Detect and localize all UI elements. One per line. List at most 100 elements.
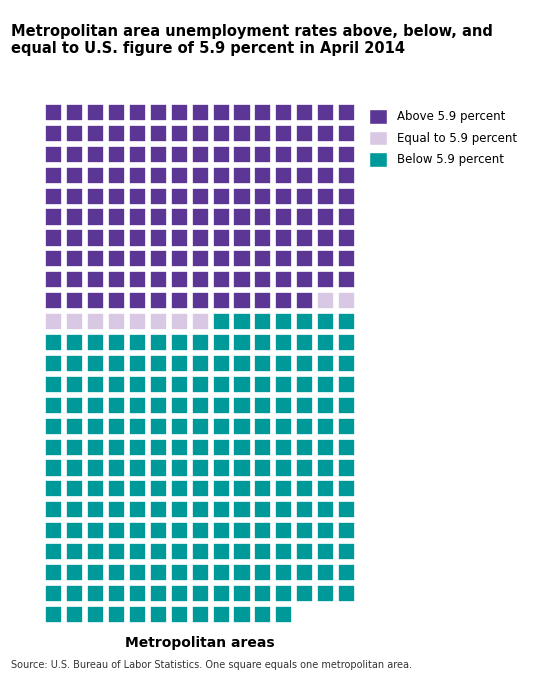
FancyBboxPatch shape bbox=[150, 188, 167, 205]
FancyBboxPatch shape bbox=[170, 125, 188, 142]
FancyBboxPatch shape bbox=[129, 188, 146, 205]
FancyBboxPatch shape bbox=[296, 439, 313, 456]
FancyBboxPatch shape bbox=[338, 209, 355, 225]
FancyBboxPatch shape bbox=[66, 313, 83, 330]
FancyBboxPatch shape bbox=[45, 543, 62, 560]
FancyBboxPatch shape bbox=[45, 417, 62, 435]
FancyBboxPatch shape bbox=[129, 564, 146, 581]
FancyBboxPatch shape bbox=[45, 481, 62, 497]
FancyBboxPatch shape bbox=[213, 606, 230, 623]
FancyBboxPatch shape bbox=[296, 334, 313, 351]
FancyBboxPatch shape bbox=[338, 146, 355, 163]
FancyBboxPatch shape bbox=[233, 188, 250, 205]
FancyBboxPatch shape bbox=[338, 417, 355, 435]
FancyBboxPatch shape bbox=[170, 417, 188, 435]
FancyBboxPatch shape bbox=[45, 167, 62, 184]
FancyBboxPatch shape bbox=[45, 229, 62, 246]
FancyBboxPatch shape bbox=[66, 606, 83, 623]
FancyBboxPatch shape bbox=[108, 334, 125, 351]
FancyBboxPatch shape bbox=[170, 313, 188, 330]
FancyBboxPatch shape bbox=[296, 585, 313, 602]
FancyBboxPatch shape bbox=[233, 334, 250, 351]
FancyBboxPatch shape bbox=[317, 188, 334, 205]
FancyBboxPatch shape bbox=[233, 313, 250, 330]
FancyBboxPatch shape bbox=[338, 167, 355, 184]
FancyBboxPatch shape bbox=[275, 104, 292, 121]
FancyBboxPatch shape bbox=[108, 585, 125, 602]
FancyBboxPatch shape bbox=[66, 334, 83, 351]
FancyBboxPatch shape bbox=[150, 334, 167, 351]
FancyBboxPatch shape bbox=[213, 313, 230, 330]
FancyBboxPatch shape bbox=[317, 229, 334, 246]
FancyBboxPatch shape bbox=[108, 543, 125, 560]
FancyBboxPatch shape bbox=[233, 209, 250, 225]
FancyBboxPatch shape bbox=[150, 104, 167, 121]
FancyBboxPatch shape bbox=[170, 543, 188, 560]
FancyBboxPatch shape bbox=[213, 396, 230, 414]
FancyBboxPatch shape bbox=[317, 585, 334, 602]
FancyBboxPatch shape bbox=[129, 585, 146, 602]
Text: Metropolitan area unemployment rates above, below, and
equal to U.S. figure of 5: Metropolitan area unemployment rates abo… bbox=[11, 24, 493, 56]
FancyBboxPatch shape bbox=[233, 125, 250, 142]
FancyBboxPatch shape bbox=[233, 606, 250, 623]
FancyBboxPatch shape bbox=[87, 167, 104, 184]
FancyBboxPatch shape bbox=[45, 585, 62, 602]
FancyBboxPatch shape bbox=[129, 209, 146, 225]
FancyBboxPatch shape bbox=[296, 125, 313, 142]
FancyBboxPatch shape bbox=[87, 439, 104, 456]
FancyBboxPatch shape bbox=[254, 439, 272, 456]
FancyBboxPatch shape bbox=[87, 564, 104, 581]
FancyBboxPatch shape bbox=[296, 396, 313, 414]
FancyBboxPatch shape bbox=[275, 167, 292, 184]
FancyBboxPatch shape bbox=[150, 355, 167, 372]
FancyBboxPatch shape bbox=[296, 543, 313, 560]
FancyBboxPatch shape bbox=[254, 209, 272, 225]
FancyBboxPatch shape bbox=[275, 543, 292, 560]
FancyBboxPatch shape bbox=[129, 543, 146, 560]
FancyBboxPatch shape bbox=[170, 271, 188, 288]
FancyBboxPatch shape bbox=[233, 167, 250, 184]
FancyBboxPatch shape bbox=[233, 396, 250, 414]
FancyBboxPatch shape bbox=[254, 146, 272, 163]
FancyBboxPatch shape bbox=[129, 334, 146, 351]
FancyBboxPatch shape bbox=[296, 167, 313, 184]
FancyBboxPatch shape bbox=[129, 522, 146, 539]
FancyBboxPatch shape bbox=[254, 417, 272, 435]
FancyBboxPatch shape bbox=[275, 271, 292, 288]
FancyBboxPatch shape bbox=[233, 439, 250, 456]
FancyBboxPatch shape bbox=[213, 564, 230, 581]
FancyBboxPatch shape bbox=[317, 209, 334, 225]
FancyBboxPatch shape bbox=[317, 271, 334, 288]
FancyBboxPatch shape bbox=[296, 146, 313, 163]
FancyBboxPatch shape bbox=[296, 250, 313, 267]
FancyBboxPatch shape bbox=[150, 125, 167, 142]
FancyBboxPatch shape bbox=[150, 396, 167, 414]
FancyBboxPatch shape bbox=[129, 606, 146, 623]
FancyBboxPatch shape bbox=[150, 271, 167, 288]
FancyBboxPatch shape bbox=[192, 292, 209, 310]
FancyBboxPatch shape bbox=[317, 313, 334, 330]
FancyBboxPatch shape bbox=[45, 250, 62, 267]
FancyBboxPatch shape bbox=[170, 501, 188, 518]
FancyBboxPatch shape bbox=[66, 250, 83, 267]
FancyBboxPatch shape bbox=[275, 146, 292, 163]
FancyBboxPatch shape bbox=[338, 543, 355, 560]
FancyBboxPatch shape bbox=[170, 376, 188, 393]
FancyBboxPatch shape bbox=[108, 146, 125, 163]
FancyBboxPatch shape bbox=[192, 376, 209, 393]
FancyBboxPatch shape bbox=[233, 292, 250, 310]
FancyBboxPatch shape bbox=[66, 417, 83, 435]
FancyBboxPatch shape bbox=[213, 501, 230, 518]
FancyBboxPatch shape bbox=[275, 355, 292, 372]
FancyBboxPatch shape bbox=[338, 564, 355, 581]
FancyBboxPatch shape bbox=[66, 396, 83, 414]
FancyBboxPatch shape bbox=[233, 417, 250, 435]
Legend: Above 5.9 percent, Equal to 5.9 percent, Below 5.9 percent: Above 5.9 percent, Equal to 5.9 percent,… bbox=[367, 107, 519, 169]
FancyBboxPatch shape bbox=[108, 501, 125, 518]
FancyBboxPatch shape bbox=[150, 606, 167, 623]
FancyBboxPatch shape bbox=[108, 167, 125, 184]
FancyBboxPatch shape bbox=[170, 355, 188, 372]
FancyBboxPatch shape bbox=[108, 522, 125, 539]
FancyBboxPatch shape bbox=[192, 439, 209, 456]
FancyBboxPatch shape bbox=[338, 271, 355, 288]
